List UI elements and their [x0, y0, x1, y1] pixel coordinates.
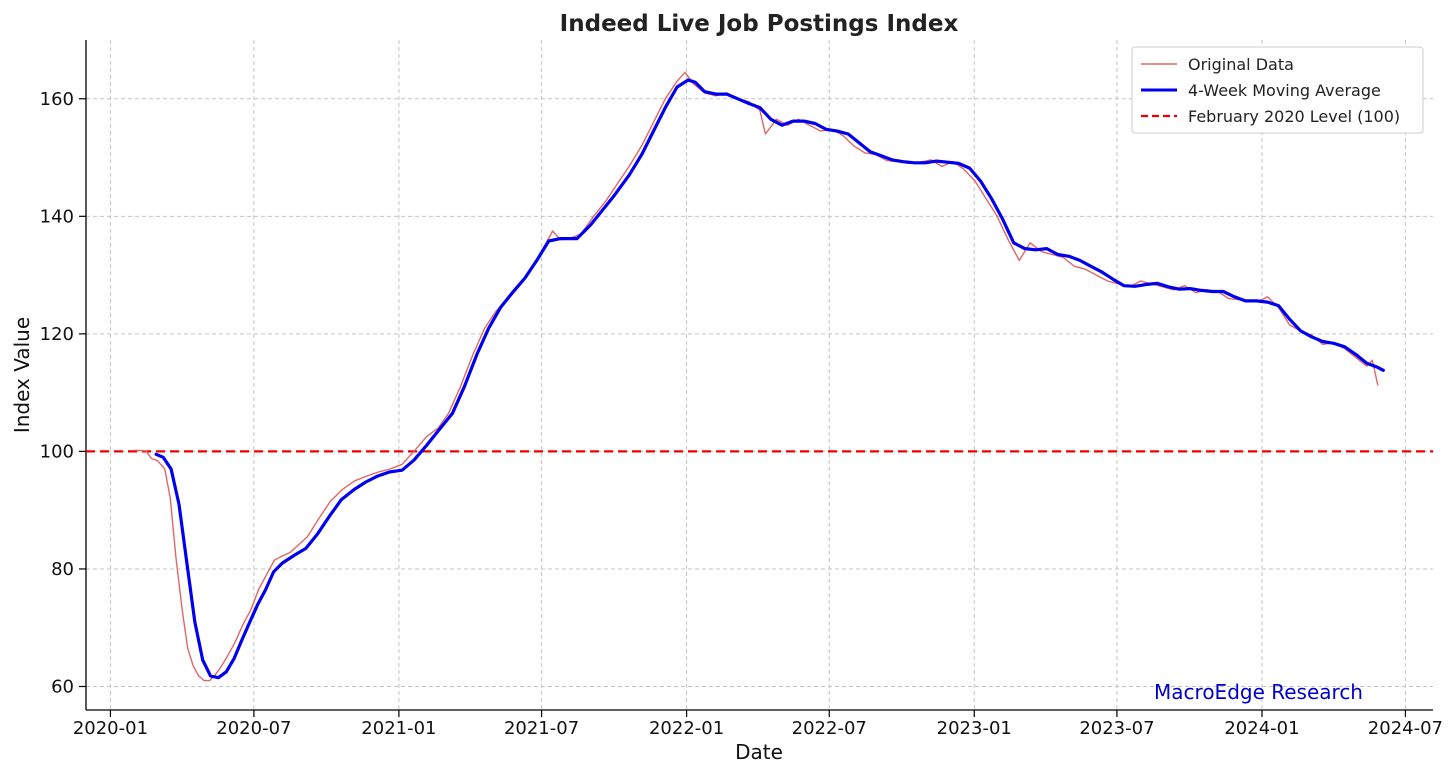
legend-label-moving-average: 4-Week Moving Average [1188, 81, 1381, 100]
legend: Original Data 4-Week Moving Average Febr… [1131, 46, 1424, 134]
y-tick-label: 160 [40, 89, 74, 110]
x-axis-label: Date [735, 740, 783, 764]
x-tick-label: 2020-07 [216, 718, 291, 739]
legend-box [1131, 46, 1424, 134]
legend-label-original: Original Data [1188, 55, 1294, 74]
x-tick-label: 2022-07 [792, 718, 867, 739]
x-tick-label: 2020-01 [73, 718, 148, 739]
y-tick-label: 100 [40, 441, 74, 462]
x-tick-label: 2021-07 [504, 718, 579, 739]
x-tick-label: 2022-01 [649, 718, 724, 739]
x-tick-label: 2023-07 [1079, 718, 1154, 739]
axes [85, 40, 1433, 711]
y-tick-label: 80 [51, 559, 74, 580]
x-tick-label: 2024-01 [1224, 718, 1299, 739]
y-tick-label: 120 [40, 324, 74, 345]
y-tick-label: 140 [40, 206, 74, 227]
x-tick-label: 2023-01 [937, 718, 1012, 739]
y-ticks: 60 80 100 120 140 160 [40, 89, 86, 697]
x-tick-label: 2021-01 [361, 718, 436, 739]
y-axis-label: Index Value [10, 317, 34, 433]
chart-title: Indeed Live Job Postings Index [560, 11, 959, 37]
x-ticks: 2020-01 2020-07 2021-01 2021-07 2022-01 2022-… [73, 710, 1443, 739]
series-moving-average [154, 78, 1385, 680]
y-tick-label: 60 [51, 676, 74, 697]
legend-label-reference: February 2020 Level (100) [1188, 107, 1400, 126]
watermark-text: MacroEdge Research [1154, 680, 1363, 704]
series-layer [134, 71, 1385, 682]
x-tick-label: 2024-07 [1368, 718, 1443, 739]
